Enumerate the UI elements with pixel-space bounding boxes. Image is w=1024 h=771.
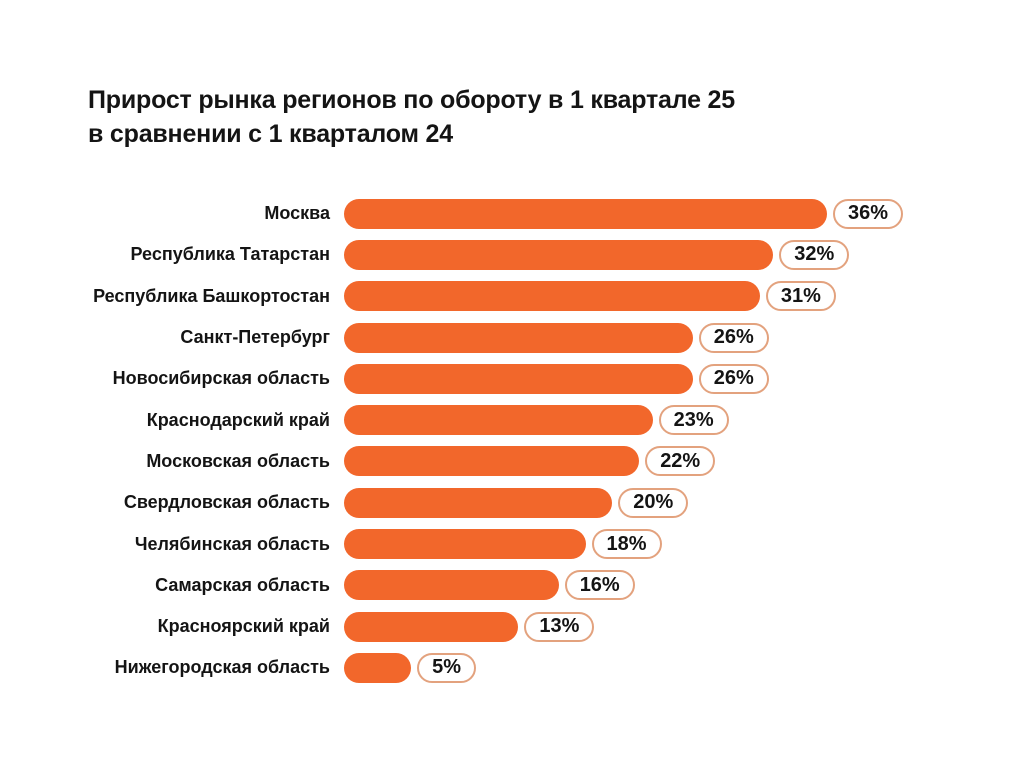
value-bar bbox=[344, 652, 412, 683]
chart-row: Красноярский край 13% bbox=[88, 606, 903, 647]
chart-title-line2: в сравнении с 1 кварталом 24 bbox=[88, 119, 453, 148]
value-badge: 22% bbox=[645, 446, 716, 477]
value-badge: 23% bbox=[658, 405, 729, 436]
value-bar bbox=[344, 239, 774, 270]
region-label: Республика Башкортостан bbox=[93, 285, 330, 306]
value-badge: 31% bbox=[765, 281, 836, 312]
region-label: Свердловская область bbox=[123, 492, 330, 513]
chart-row: Челябинская область 18% bbox=[88, 523, 903, 564]
chart-row: Санкт-Петербург 26% bbox=[88, 317, 903, 358]
chart-row: Нижегородская область 5% bbox=[88, 647, 903, 688]
value-bar bbox=[344, 322, 693, 353]
value-bar bbox=[344, 405, 653, 436]
value-badge: 5% bbox=[417, 652, 476, 683]
value-badge: 20% bbox=[618, 487, 689, 518]
value-bar bbox=[344, 281, 760, 312]
region-label: Новосибирская область bbox=[112, 368, 330, 389]
region-label: Красноярский край bbox=[157, 616, 330, 637]
chart-row: Свердловская область 20% bbox=[88, 482, 903, 523]
value-bar bbox=[344, 529, 586, 560]
value-badge: 26% bbox=[698, 322, 769, 353]
chart-row: Республика Башкортостан 31% bbox=[88, 276, 903, 317]
value-bar bbox=[344, 611, 519, 642]
region-label: Нижегородская область bbox=[114, 657, 330, 678]
region-label: Санкт-Петербург bbox=[180, 327, 330, 348]
chart-row: Краснодарский край 23% bbox=[88, 399, 903, 440]
chart-row: Самарская область 16% bbox=[88, 565, 903, 606]
chart-row: Новосибирская область 26% bbox=[88, 358, 903, 399]
chart-title-line1: Прирост рынка регионов по обороту в 1 кв… bbox=[88, 86, 735, 114]
region-label: Республика Татарстан bbox=[130, 244, 330, 265]
value-badge: 26% bbox=[698, 363, 769, 394]
value-badge: 13% bbox=[524, 611, 595, 642]
value-bar bbox=[344, 487, 613, 518]
chart-title: Прирост рынка регионов по обороту в 1 кв… bbox=[88, 84, 735, 151]
chart-row: Московская область 22% bbox=[88, 441, 903, 482]
value-badge: 36% bbox=[833, 198, 904, 229]
value-badge: 32% bbox=[779, 239, 850, 270]
chart-row: Москва 36% bbox=[88, 193, 904, 234]
chart-row: Республика Татарстан 32% bbox=[88, 234, 903, 275]
value-bar bbox=[344, 570, 559, 601]
region-label: Самарская область bbox=[155, 574, 330, 595]
value-bar bbox=[344, 446, 640, 477]
value-badge: 16% bbox=[564, 570, 635, 601]
value-bar bbox=[344, 198, 827, 229]
value-bar bbox=[344, 363, 693, 394]
value-badge: 18% bbox=[591, 529, 662, 560]
bar-chart-rows: Москва 36% Республика Татарстан 32% Республи… bbox=[88, 193, 904, 689]
region-label: Краснодарский край bbox=[146, 409, 330, 430]
region-label: Москва bbox=[264, 203, 330, 224]
region-label: Московская область bbox=[146, 450, 330, 471]
region-label: Челябинская область bbox=[134, 533, 330, 554]
